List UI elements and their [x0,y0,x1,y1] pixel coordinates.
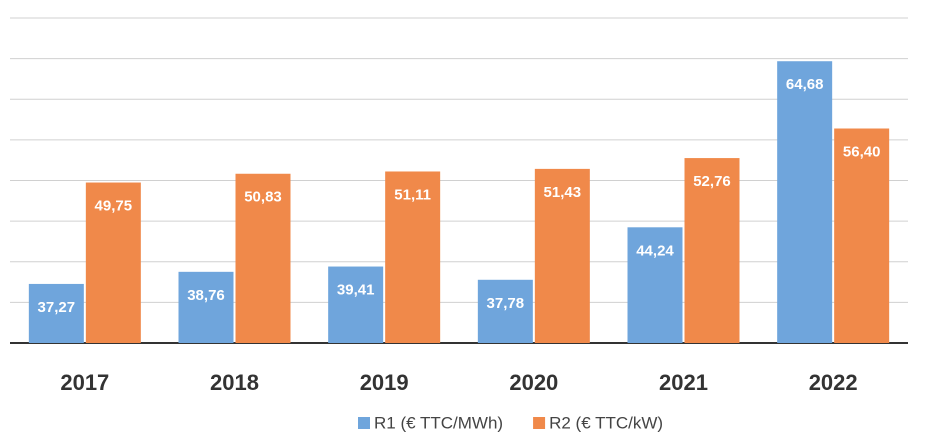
data-label: 50,83 [244,189,282,206]
data-label: 38,76 [187,287,225,304]
data-label: 49,75 [95,198,133,215]
bar [834,128,890,343]
bar [28,283,84,343]
bar [178,271,234,343]
bar [777,61,833,343]
bar [85,182,141,343]
data-label: 39,41 [337,282,375,299]
data-label: 44,24 [636,242,674,259]
bar [477,279,533,343]
x-tick-label: 2020 [509,370,558,395]
legend-label: R2 (€ TTC/kW) [549,413,663,432]
bar [534,168,590,343]
x-tick-label: 2017 [60,370,109,395]
legend-swatch [533,417,546,429]
data-label: 37,78 [487,295,525,312]
bar [385,171,441,343]
data-label: 56,40 [843,143,881,160]
data-label: 37,27 [38,299,76,316]
x-tick-label: 2022 [809,370,858,395]
bar [627,227,683,343]
data-label: 52,76 [693,173,731,190]
legend-label: R1 (€ TTC/MWh) [374,413,503,432]
legend-swatch [358,417,370,429]
bar [684,158,740,343]
bar [328,266,384,343]
x-tick-label: 2018 [210,370,259,395]
x-tick-label: 2019 [360,370,409,395]
bar [235,173,291,343]
x-tick-label: 2021 [659,370,708,395]
data-label: 51,11 [394,186,431,203]
data-label: 51,43 [544,184,582,201]
data-label: 64,68 [786,76,824,93]
